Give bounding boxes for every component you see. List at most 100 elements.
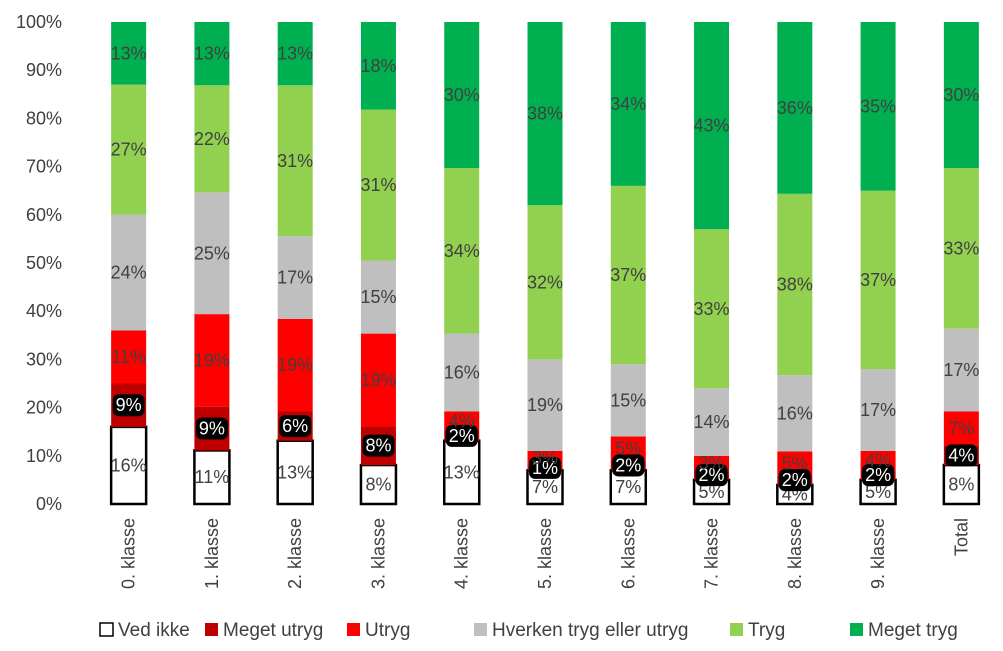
x-tick-label: 2. klasse	[285, 518, 305, 589]
data-label: 17%	[860, 400, 896, 420]
bar-segment	[277, 22, 313, 86]
data-label: 5%	[865, 482, 891, 502]
bar-segment	[860, 22, 896, 191]
bar-segment	[444, 333, 480, 412]
bar-segment	[359, 463, 398, 506]
data-label: 2%	[615, 455, 641, 475]
data-label: 5%	[699, 482, 725, 502]
y-axis: 0% 10% 20% 30% 40% 50% 60% 70% 80% 90% 100%	[16, 12, 62, 514]
data-label: 22%	[194, 129, 230, 149]
bar-segment	[360, 333, 396, 427]
legend-label: Ved ikke	[118, 620, 190, 641]
data-label: 8%	[365, 475, 391, 495]
data-label: 37%	[610, 265, 646, 285]
legend-swatch	[347, 623, 360, 636]
data-label-background	[362, 434, 395, 457]
bar-segment	[777, 22, 813, 194]
bar-segment	[777, 375, 813, 452]
y-tick-label: 50%	[26, 253, 62, 273]
legend-swatch	[730, 623, 743, 636]
data-label-background	[445, 424, 478, 447]
data-label: 8%	[365, 436, 391, 456]
data-label: 35%	[860, 96, 896, 116]
data-label-background	[945, 444, 978, 467]
data-label: 11%	[111, 347, 146, 367]
data-label: 15%	[360, 287, 396, 307]
bar-segment	[444, 168, 480, 334]
x-tick-label: 1. klasse	[202, 518, 222, 589]
bar-segment	[610, 364, 646, 437]
bar-segment	[194, 85, 230, 193]
y-tick-label: 60%	[26, 205, 62, 225]
data-label-background	[112, 394, 145, 417]
data-label: 30%	[444, 85, 480, 105]
bar-segment	[610, 22, 646, 186]
x-tick-label: 4. klasse	[452, 518, 472, 589]
data-label: 7%	[948, 419, 974, 439]
data-label: 14%	[694, 412, 730, 432]
data-label: 24%	[111, 263, 147, 283]
bar-segment	[694, 388, 730, 456]
y-tick-label: 30%	[26, 349, 62, 369]
data-label: 13%	[444, 462, 480, 482]
data-label-background	[695, 464, 728, 487]
data-label: 19%	[277, 355, 313, 375]
x-axis: 0. klasse 1. klasse 2. klasse 3. klasse 4. k…	[119, 518, 972, 589]
bar-segment	[193, 449, 231, 506]
data-label: 43%	[694, 116, 730, 136]
data-label: 13%	[277, 462, 313, 482]
x-tick-label: 5. klasse	[535, 518, 555, 589]
data-label: 36%	[777, 98, 813, 118]
bar-segment	[194, 192, 230, 315]
bar-segment	[277, 318, 313, 412]
bar-segment	[860, 369, 896, 451]
bar-segment	[694, 229, 730, 389]
data-label: 16%	[777, 403, 813, 423]
bar-segment	[610, 185, 646, 365]
data-label: 5%	[615, 439, 641, 459]
data-label: 33%	[694, 299, 730, 319]
bar-segment	[527, 359, 563, 451]
bar-segment	[943, 328, 979, 412]
x-tick-label: 8. klasse	[785, 518, 805, 589]
data-label-background	[195, 417, 228, 440]
x-tick-label: 0. klasse	[119, 518, 139, 589]
data-label: 33%	[943, 238, 979, 258]
legend-swatch	[850, 623, 863, 636]
bar-segment	[360, 260, 396, 334]
bar-segment	[360, 109, 396, 261]
y-tick-label: 40%	[26, 301, 62, 321]
data-label: 30%	[943, 85, 979, 105]
data-label: 34%	[610, 94, 646, 114]
data-label: 31%	[360, 175, 396, 195]
data-label: 1%	[532, 458, 558, 478]
bar-segment	[111, 330, 147, 384]
bar-segment	[111, 84, 147, 215]
data-label: 18%	[360, 56, 396, 76]
data-label: 27%	[111, 140, 147, 160]
bar-segment	[860, 190, 896, 370]
legend-label: Hverken tryg eller utryg	[492, 620, 688, 641]
data-label: 2%	[865, 465, 891, 485]
data-label: 16%	[444, 363, 480, 383]
legend-label: Tryg	[748, 620, 785, 641]
legend: Ved ikke Meget utryg Utryg Hverken tryg ell…	[99, 620, 958, 641]
y-tick-label: 0%	[36, 494, 62, 514]
data-label: 17%	[943, 360, 979, 380]
data-label: 13%	[277, 44, 313, 64]
data-label: 31%	[277, 151, 313, 171]
data-label: 32%	[527, 272, 563, 292]
bar-segment	[527, 205, 563, 360]
bar-segment	[111, 22, 147, 85]
bar-segment	[943, 168, 979, 329]
data-label: 13%	[111, 43, 147, 63]
data-label: 9%	[199, 419, 225, 439]
data-label-background	[862, 464, 895, 487]
data-label: 16%	[111, 455, 147, 475]
bar-segment	[111, 214, 147, 331]
data-label: 34%	[444, 241, 480, 261]
data-label: 4%	[449, 411, 475, 431]
data-label: 3%	[699, 453, 725, 473]
data-label: 6%	[282, 416, 308, 436]
